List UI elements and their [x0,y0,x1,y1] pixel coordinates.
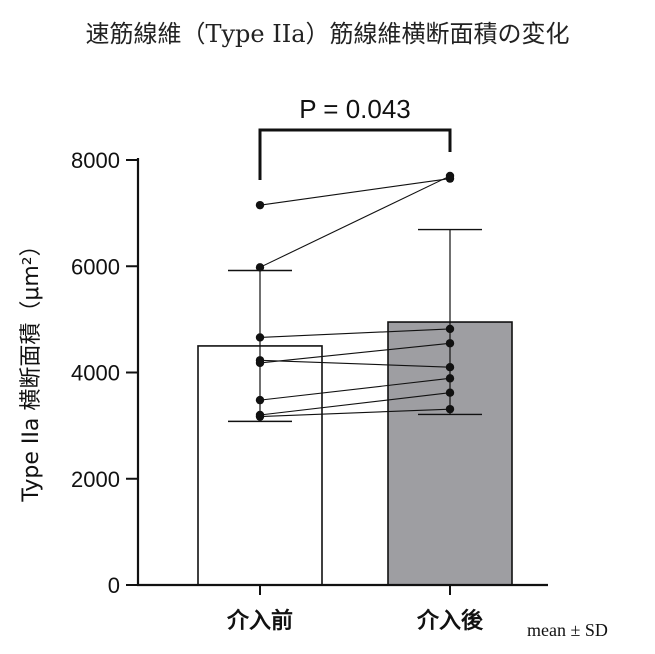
y-tick-label-8000: 8000 [71,148,120,173]
y-axis-label: Type IIa 横断面積（μm²） [19,234,44,502]
paired-line-3 [259,359,451,368]
category-label-0: 介入前 [226,608,293,634]
paired-line-0 [259,178,451,206]
point-pre-2 [255,333,265,342]
point-post-5 [445,374,455,383]
point-post-1 [445,171,455,181]
y-tick-label-4000: 4000 [71,361,120,386]
y-tick-label-2000: 2000 [71,467,120,492]
point-pre-4 [255,358,265,368]
significance-bracket [258,128,452,180]
category-label-1: 介入後 [416,608,484,634]
point-pre-5 [255,395,265,405]
point-post-2 [445,324,455,334]
point-post-4 [445,339,455,348]
point-post-7 [445,404,455,414]
point-post-3 [445,362,455,372]
point-pre-1 [255,263,265,272]
point-pre-0 [255,200,265,210]
y-tick-label-0: 0 [108,573,120,598]
paired-line-1 [259,175,451,268]
paired-line-2 [259,328,451,338]
paired-line-6 [259,392,451,416]
y-tick-label-6000: 6000 [71,254,120,279]
chart-title: 速筋線維（Type IIa）筋線維横断面積の変化 [85,20,570,48]
p-value-annotation: P = 0.043 [299,94,411,124]
point-post-6 [445,388,455,397]
footnote: mean ± SD [527,620,608,640]
paired-line-5 [259,377,451,401]
point-pre-7 [255,412,265,421]
paired-line-7 [259,408,451,418]
paired-line-4 [259,342,451,364]
